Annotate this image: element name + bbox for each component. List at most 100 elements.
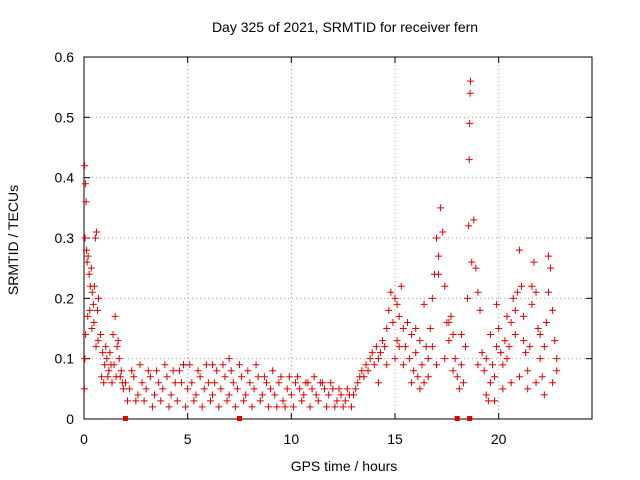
data-point bbox=[287, 391, 295, 399]
data-point bbox=[85, 270, 93, 278]
data-point bbox=[279, 397, 287, 405]
data-point bbox=[281, 403, 289, 411]
data-point bbox=[501, 337, 509, 345]
data-point bbox=[466, 119, 474, 127]
data-point bbox=[370, 361, 378, 369]
data-point bbox=[331, 403, 339, 411]
data-point bbox=[435, 252, 443, 260]
data-point bbox=[549, 379, 557, 387]
data-point bbox=[84, 312, 92, 320]
data-point bbox=[94, 337, 102, 345]
grid-lines bbox=[84, 57, 592, 419]
data-point bbox=[350, 391, 358, 399]
data-point bbox=[507, 318, 515, 326]
data-point bbox=[449, 367, 457, 375]
data-point bbox=[202, 361, 210, 369]
data-point bbox=[206, 397, 214, 405]
data-point bbox=[110, 361, 118, 369]
data-point bbox=[217, 385, 225, 393]
data-point bbox=[538, 373, 546, 381]
data-point bbox=[296, 385, 304, 393]
data-point bbox=[432, 234, 440, 242]
data-point bbox=[321, 385, 329, 393]
data-point bbox=[435, 270, 443, 278]
data-point bbox=[298, 397, 306, 405]
data-point bbox=[418, 361, 426, 369]
data-point bbox=[453, 373, 461, 381]
data-point bbox=[393, 337, 401, 345]
data-point bbox=[92, 228, 100, 236]
data-point bbox=[515, 373, 523, 381]
data-point bbox=[449, 331, 457, 339]
data-point bbox=[269, 367, 277, 375]
data-point bbox=[497, 349, 505, 357]
y-tick-label: 0.4 bbox=[55, 170, 75, 186]
data-point bbox=[393, 300, 401, 308]
data-point bbox=[540, 343, 548, 351]
data-point bbox=[262, 379, 270, 387]
data-point bbox=[551, 337, 559, 345]
data-point bbox=[553, 367, 561, 375]
data-point bbox=[204, 379, 212, 387]
data-point bbox=[399, 325, 407, 332]
data-point bbox=[482, 391, 490, 399]
chart-title: Day 325 of 2021, SRMTID for receiver fer… bbox=[212, 19, 478, 35]
data-point bbox=[289, 403, 297, 411]
data-point bbox=[499, 385, 507, 393]
data-point bbox=[474, 361, 482, 369]
data-point bbox=[536, 355, 544, 363]
data-point bbox=[121, 379, 129, 387]
data-point bbox=[165, 403, 173, 411]
data-point bbox=[260, 373, 268, 381]
data-point bbox=[534, 325, 542, 332]
x-tick-label: 10 bbox=[284, 431, 300, 447]
data-point bbox=[480, 367, 488, 375]
data-point bbox=[472, 264, 480, 272]
bottom-marker bbox=[454, 416, 460, 421]
data-point bbox=[221, 373, 229, 381]
data-point bbox=[163, 373, 171, 381]
data-point bbox=[445, 337, 453, 345]
data-point bbox=[236, 361, 244, 369]
bottom-markers bbox=[122, 416, 473, 421]
data-point bbox=[532, 379, 540, 387]
data-point bbox=[372, 343, 380, 351]
data-point bbox=[140, 397, 148, 405]
data-point bbox=[410, 367, 418, 375]
data-point bbox=[397, 282, 405, 290]
data-point bbox=[177, 379, 185, 387]
data-point bbox=[225, 355, 233, 363]
data-point bbox=[399, 361, 407, 369]
data-point bbox=[113, 343, 121, 351]
data-point bbox=[83, 258, 91, 266]
data-point bbox=[267, 385, 275, 393]
y-tick-label: 0.3 bbox=[55, 230, 75, 246]
data-point bbox=[130, 373, 138, 381]
data-point bbox=[406, 355, 414, 363]
data-point bbox=[476, 306, 484, 314]
data-point bbox=[495, 325, 503, 332]
data-point bbox=[108, 379, 116, 387]
data-point bbox=[412, 349, 420, 357]
y-axis-label: SRMTID / TECUs bbox=[5, 185, 21, 295]
data-point bbox=[325, 391, 333, 399]
data-point bbox=[441, 282, 449, 290]
data-point bbox=[209, 391, 217, 399]
data-point bbox=[491, 397, 499, 405]
data-point bbox=[441, 355, 449, 363]
data-point bbox=[90, 318, 98, 326]
data-point bbox=[223, 397, 231, 405]
data-point bbox=[428, 294, 436, 302]
data-point bbox=[520, 312, 528, 320]
y-axis-ticks: 0 0.1 0.2 0.3 0.4 0.5 0.6 bbox=[55, 49, 592, 427]
data-point bbox=[88, 288, 96, 296]
data-point bbox=[219, 361, 227, 369]
data-point bbox=[327, 379, 335, 387]
data-point bbox=[258, 391, 266, 399]
data-point bbox=[401, 343, 409, 351]
data-point bbox=[432, 361, 440, 369]
data-point bbox=[126, 385, 134, 393]
data-point bbox=[194, 367, 202, 375]
data-point bbox=[144, 367, 152, 375]
data-point bbox=[155, 379, 163, 387]
